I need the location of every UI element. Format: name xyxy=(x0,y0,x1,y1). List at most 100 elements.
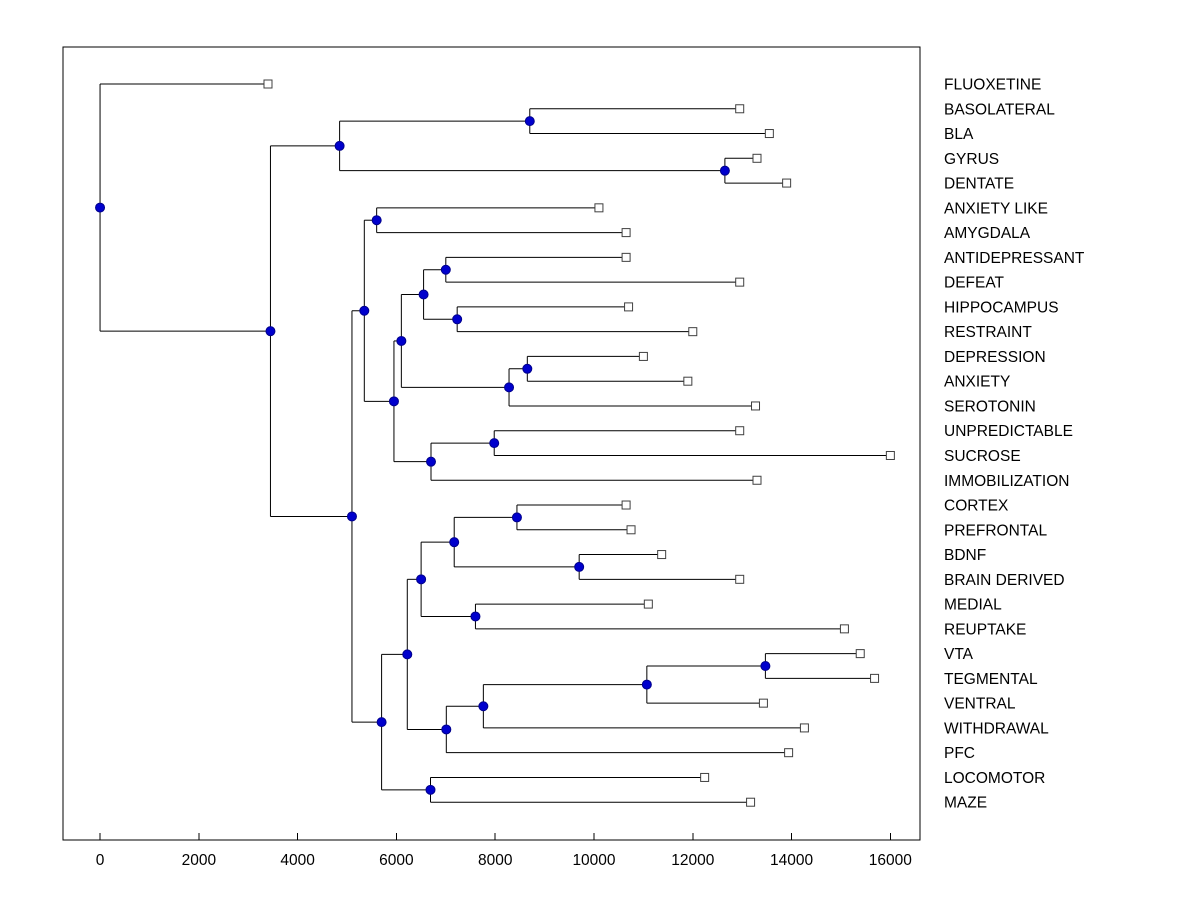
leaf-label: ANXIETY xyxy=(944,374,1010,391)
cluster-node-marker xyxy=(416,574,427,585)
leaf-marker xyxy=(855,649,865,659)
leaf-marker xyxy=(839,624,849,634)
leaf-marker xyxy=(638,351,648,361)
x-axis-tick-label: 12000 xyxy=(671,852,714,869)
leaf-label: FLUOXETINE xyxy=(944,77,1041,94)
cluster-node-marker xyxy=(334,140,345,151)
leaf-marker xyxy=(735,574,745,584)
leaf-marker xyxy=(764,129,774,139)
cluster-node-marker xyxy=(388,396,399,407)
leaf-label: SEROTONIN xyxy=(944,398,1036,415)
leaf-label: LOCOMOTOR xyxy=(944,770,1045,787)
cluster-node-marker xyxy=(440,264,451,275)
leaf-label: VTA xyxy=(944,646,974,663)
leaf-label: PFC xyxy=(944,745,975,762)
x-axis-tick-label: 14000 xyxy=(770,852,813,869)
cluster-node-marker xyxy=(396,335,407,346)
cluster-node-marker xyxy=(452,314,463,325)
leaf-label: DEFEAT xyxy=(944,275,1005,292)
leaf-marker xyxy=(758,698,768,708)
leaf-label: DENTATE xyxy=(944,176,1014,193)
cluster-node-marker xyxy=(478,701,489,712)
x-axis-tick-label: 4000 xyxy=(280,852,315,869)
cluster-node-marker xyxy=(441,724,452,735)
leaf-label: WITHDRAWAL xyxy=(944,720,1049,737)
leaf-marker xyxy=(657,550,667,560)
leaf-marker xyxy=(782,178,792,188)
cluster-node-marker xyxy=(402,649,413,660)
leaf-marker xyxy=(621,252,631,262)
cluster-node-marker xyxy=(371,215,382,226)
leaf-label: AMYGDALA xyxy=(944,225,1031,242)
x-axis-tick-label: 0 xyxy=(96,852,105,869)
cluster-node-marker xyxy=(418,289,429,300)
leaf-label: BRAIN DERIVED xyxy=(944,572,1065,589)
cluster-node-marker xyxy=(574,561,585,572)
leaf-label: RESTRAINT xyxy=(944,324,1032,341)
leaf-marker xyxy=(784,748,794,758)
leaf-marker xyxy=(735,426,745,436)
cluster-node-marker xyxy=(449,537,460,548)
leaf-label: GYRUS xyxy=(944,151,999,168)
leaf-label: MEDIAL xyxy=(944,597,1002,614)
leaf-label: PREFRONTAL xyxy=(944,522,1047,539)
x-axis-tick-label: 2000 xyxy=(182,852,217,869)
cluster-node-marker xyxy=(489,438,500,449)
leaf-label: ANXIETY LIKE xyxy=(944,200,1048,217)
leaf-marker xyxy=(700,772,710,782)
x-axis-tick-label: 16000 xyxy=(869,852,912,869)
leaf-marker xyxy=(735,104,745,114)
x-axis-tick-label: 6000 xyxy=(379,852,414,869)
cluster-node-marker xyxy=(470,611,481,622)
leaf-label: VENTRAL xyxy=(944,696,1016,713)
cluster-node-marker xyxy=(265,326,276,337)
leaf-label: BLA xyxy=(944,126,974,143)
leaf-marker xyxy=(594,203,604,213)
leaf-label: IMMOBILIZATION xyxy=(944,473,1069,490)
leaf-marker xyxy=(643,599,653,609)
leaf-marker xyxy=(746,797,756,807)
cluster-node-marker xyxy=(511,512,522,523)
leaf-marker xyxy=(626,525,636,535)
leaf-label: UNPREDICTABLE xyxy=(944,423,1073,440)
leaf-marker xyxy=(624,302,634,312)
leaf-marker xyxy=(752,475,762,485)
leaf-marker xyxy=(751,401,761,411)
plot-border xyxy=(62,46,921,841)
leaf-label: CORTEX xyxy=(944,498,1009,515)
leaf-label: SUCROSE xyxy=(944,448,1021,465)
leaf-marker xyxy=(263,79,273,89)
cluster-node-marker xyxy=(346,511,357,522)
cluster-node-marker xyxy=(524,116,535,127)
leaf-marker xyxy=(621,500,631,510)
cluster-node-marker xyxy=(95,202,106,213)
leaf-label: DEPRESSION xyxy=(944,349,1046,366)
leaf-marker xyxy=(870,673,880,683)
cluster-node-marker xyxy=(760,661,771,672)
leaf-marker xyxy=(688,327,698,337)
cluster-node-marker xyxy=(719,165,730,176)
leaf-marker xyxy=(735,277,745,287)
leaf-label: TEGMENTAL xyxy=(944,671,1038,688)
cluster-node-marker xyxy=(641,679,652,690)
x-axis-tick-label: 8000 xyxy=(478,852,513,869)
cluster-node-marker xyxy=(425,456,436,467)
leaf-label: REUPTAKE xyxy=(944,621,1026,638)
cluster-node-marker xyxy=(376,717,387,728)
cluster-node-marker xyxy=(425,784,436,795)
leaf-label: MAZE xyxy=(944,795,987,812)
x-axis-tick-label: 10000 xyxy=(572,852,615,869)
leaf-marker xyxy=(885,450,895,460)
leaf-label: BASOLATERAL xyxy=(944,101,1055,118)
leaf-marker xyxy=(621,228,631,238)
cluster-node-marker xyxy=(504,382,515,393)
leaf-marker xyxy=(752,153,762,163)
cluster-node-marker xyxy=(522,363,533,374)
leaf-marker xyxy=(683,376,693,386)
leaf-label: HIPPOCAMPUS xyxy=(944,299,1059,316)
leaf-marker xyxy=(799,723,809,733)
cluster-node-marker xyxy=(359,305,370,316)
leaf-label: ANTIDEPRESSANT xyxy=(944,250,1085,267)
